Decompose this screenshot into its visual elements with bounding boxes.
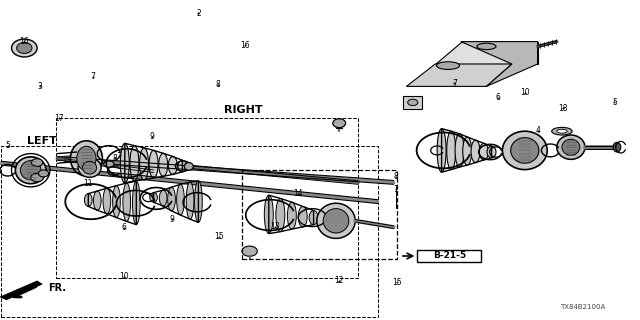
Ellipse shape <box>132 181 140 225</box>
Ellipse shape <box>613 142 621 152</box>
Ellipse shape <box>149 150 158 178</box>
Ellipse shape <box>120 143 129 183</box>
Ellipse shape <box>276 198 285 232</box>
Text: 8: 8 <box>215 80 220 89</box>
Ellipse shape <box>471 140 480 163</box>
Text: 14: 14 <box>292 189 303 198</box>
Text: 15: 15 <box>392 278 402 287</box>
Ellipse shape <box>477 43 496 50</box>
Ellipse shape <box>408 99 418 106</box>
Ellipse shape <box>437 129 446 172</box>
Ellipse shape <box>177 184 184 215</box>
Ellipse shape <box>333 119 346 128</box>
Ellipse shape <box>436 62 460 69</box>
Ellipse shape <box>38 170 49 177</box>
Ellipse shape <box>168 187 175 211</box>
Polygon shape <box>461 42 538 86</box>
Text: 16: 16 <box>240 41 250 50</box>
Text: 15: 15 <box>214 232 224 241</box>
Text: RIGHT: RIGHT <box>224 105 262 116</box>
Ellipse shape <box>502 131 547 170</box>
Ellipse shape <box>93 191 101 210</box>
Ellipse shape <box>479 143 488 160</box>
Text: 7: 7 <box>452 79 457 88</box>
Ellipse shape <box>70 141 102 176</box>
Ellipse shape <box>463 137 472 165</box>
Ellipse shape <box>178 160 187 172</box>
Ellipse shape <box>562 139 580 155</box>
Ellipse shape <box>123 183 131 221</box>
Ellipse shape <box>113 186 120 218</box>
Text: TX84B2100A: TX84B2100A <box>560 304 605 310</box>
Text: 9: 9 <box>149 132 154 141</box>
Ellipse shape <box>83 161 97 174</box>
Ellipse shape <box>195 181 202 222</box>
Text: 7: 7 <box>90 72 95 81</box>
Text: 8: 8 <box>113 154 118 163</box>
Ellipse shape <box>264 195 273 234</box>
Ellipse shape <box>103 188 111 214</box>
Ellipse shape <box>159 190 167 206</box>
FancyBboxPatch shape <box>417 250 481 262</box>
Text: 16: 16 <box>19 37 29 46</box>
Ellipse shape <box>31 173 44 182</box>
Text: 18: 18 <box>559 104 568 113</box>
Text: 8: 8 <box>393 172 398 181</box>
Polygon shape <box>406 64 512 86</box>
Ellipse shape <box>84 194 92 206</box>
Text: 10: 10 <box>119 272 129 281</box>
Text: 2: 2 <box>196 9 201 18</box>
Text: 9: 9 <box>169 215 174 224</box>
Text: FR.: FR. <box>49 283 67 293</box>
Ellipse shape <box>487 146 496 158</box>
Text: 3: 3 <box>38 82 43 91</box>
Ellipse shape <box>447 131 456 170</box>
Ellipse shape <box>15 157 46 184</box>
Text: 10: 10 <box>520 88 530 97</box>
Ellipse shape <box>552 127 572 135</box>
Ellipse shape <box>104 161 114 167</box>
Ellipse shape <box>12 39 37 57</box>
Text: 5: 5 <box>5 141 10 150</box>
Polygon shape <box>0 281 42 300</box>
Text: 6: 6 <box>495 93 500 102</box>
Polygon shape <box>435 42 538 64</box>
Ellipse shape <box>159 153 168 176</box>
Ellipse shape <box>309 211 318 225</box>
Ellipse shape <box>140 148 148 180</box>
Ellipse shape <box>17 43 32 53</box>
Ellipse shape <box>77 146 96 171</box>
Ellipse shape <box>298 206 307 227</box>
Text: 5: 5 <box>612 98 617 107</box>
Ellipse shape <box>168 156 177 174</box>
Ellipse shape <box>242 246 257 256</box>
Text: 6: 6 <box>122 223 127 232</box>
Ellipse shape <box>150 193 157 202</box>
Ellipse shape <box>557 135 585 159</box>
Text: 12: 12 <box>335 276 344 285</box>
Ellipse shape <box>323 209 349 233</box>
Ellipse shape <box>511 138 539 163</box>
Ellipse shape <box>31 159 43 166</box>
Ellipse shape <box>78 158 101 177</box>
Ellipse shape <box>287 202 296 229</box>
Text: 11: 11 <box>84 180 93 188</box>
Text: 4: 4 <box>535 126 540 135</box>
Text: LEFT: LEFT <box>27 136 56 146</box>
Ellipse shape <box>557 129 567 133</box>
Ellipse shape <box>317 203 355 238</box>
Text: B-21-5: B-21-5 <box>433 252 466 260</box>
Text: 17: 17 <box>54 114 64 123</box>
Ellipse shape <box>184 163 193 170</box>
Ellipse shape <box>20 161 41 180</box>
Ellipse shape <box>455 134 464 167</box>
Ellipse shape <box>186 182 194 219</box>
Ellipse shape <box>130 146 139 181</box>
Polygon shape <box>403 96 422 109</box>
Text: 13: 13 <box>270 222 280 231</box>
Text: 1: 1 <box>393 185 398 194</box>
